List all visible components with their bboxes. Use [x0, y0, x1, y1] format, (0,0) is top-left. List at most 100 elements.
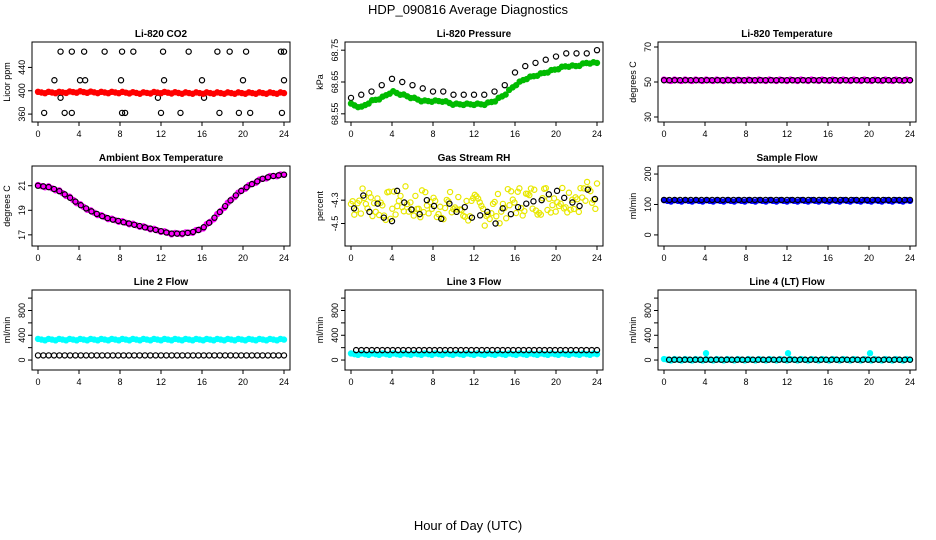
data-point: [430, 194, 437, 201]
data-point: [392, 211, 399, 218]
x-tick-label: 16: [510, 129, 520, 139]
panel-title: Li-820 Temperature: [741, 29, 833, 40]
data-point: [410, 212, 417, 219]
data-point: [216, 208, 224, 216]
data-point: [484, 208, 491, 216]
data-point: [906, 196, 914, 204]
x-tick-label: 4: [389, 377, 394, 387]
data-point: [583, 50, 590, 57]
data-point: [402, 183, 409, 190]
data-point: [248, 352, 256, 359]
data-point: [243, 352, 250, 359]
y-tick-label: 100: [643, 197, 653, 212]
data-point: [440, 88, 447, 95]
data-point: [198, 77, 206, 84]
data-point: [476, 199, 483, 206]
panel-title: Sample Flow: [756, 153, 817, 164]
data-point: [56, 187, 63, 195]
data-point: [205, 219, 213, 226]
data-point: [280, 171, 288, 178]
data-point: [401, 199, 408, 206]
data-point: [238, 352, 245, 359]
x-tick-label: 0: [661, 253, 666, 263]
data-point: [76, 77, 84, 84]
data-point: [367, 194, 375, 201]
data-point: [481, 91, 488, 98]
data-point: [479, 205, 487, 213]
data-point: [399, 78, 406, 86]
x-tick-label: 24: [592, 129, 602, 139]
data-point: [527, 185, 535, 192]
data-point: [380, 214, 387, 221]
data-point: [390, 188, 398, 195]
data-point: [200, 352, 207, 359]
data-point: [538, 196, 545, 204]
data-point: [77, 352, 84, 359]
data-point: [514, 203, 522, 211]
data-point: [185, 48, 192, 55]
x-tick-label: 12: [782, 377, 792, 387]
y-tick-label: 400: [643, 328, 653, 343]
data-point: [160, 77, 168, 84]
data-point: [177, 109, 184, 117]
data-point: [68, 109, 76, 117]
data-point: [211, 214, 218, 221]
data-point: [441, 204, 449, 212]
data-point: [366, 208, 373, 216]
data-point: [232, 192, 240, 199]
data-point: [254, 178, 261, 185]
data-point: [866, 350, 874, 357]
data-point: [98, 212, 106, 220]
data-point: [120, 352, 127, 359]
data-point: [152, 352, 159, 359]
x-tick-label: 8: [743, 377, 748, 387]
data-point: [486, 215, 493, 223]
data-point: [130, 48, 137, 55]
data-point: [583, 178, 591, 186]
x-tick-label: 0: [348, 129, 353, 139]
data-point: [141, 352, 149, 359]
data-point: [57, 94, 64, 101]
data-point: [512, 209, 520, 217]
data-point: [72, 198, 79, 205]
data-point: [45, 183, 52, 191]
data-point: [429, 88, 437, 95]
data-point: [80, 48, 88, 55]
data-point: [270, 352, 277, 359]
data-point: [235, 109, 243, 117]
data-point: [523, 200, 530, 207]
panel-title: Line 3 Flow: [447, 277, 502, 288]
x-tick-label: 8: [117, 377, 122, 387]
data-point: [534, 211, 541, 218]
data-point: [179, 352, 186, 359]
data-point: [418, 187, 426, 194]
x-tick-label: 0: [35, 377, 40, 387]
data-point: [239, 77, 247, 84]
data-point: [522, 62, 529, 70]
data-point: [393, 187, 401, 195]
data-point: [425, 210, 432, 217]
data-point: [147, 352, 154, 359]
y-tick-label: 0: [643, 358, 653, 363]
x-tick-label: 24: [905, 129, 915, 139]
data-point: [553, 187, 561, 195]
y-tick-label: 30: [643, 112, 653, 122]
data-point: [550, 195, 558, 202]
y-axis-label: ml/min: [628, 193, 638, 220]
data-point: [557, 200, 564, 207]
data-point: [563, 50, 570, 57]
x-tick-label: 24: [592, 253, 602, 263]
data-point: [476, 212, 484, 219]
data-point: [554, 199, 561, 206]
data-point: [238, 187, 245, 195]
y-tick-label: 200: [643, 167, 653, 182]
data-point: [438, 215, 445, 223]
data-point: [502, 215, 510, 222]
x-tick-label: 4: [702, 129, 707, 139]
x-tick-label: 20: [551, 253, 561, 263]
x-tick-label: 12: [469, 377, 479, 387]
data-point: [184, 352, 191, 359]
data-point: [77, 202, 84, 209]
data-point: [211, 352, 218, 359]
x-tick-label: 12: [156, 253, 166, 263]
